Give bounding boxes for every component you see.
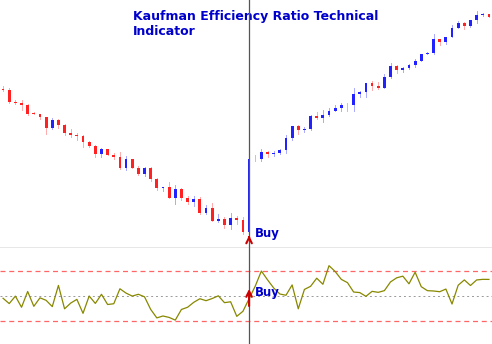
Bar bbox=[149, 168, 152, 179]
Bar bbox=[444, 37, 447, 42]
Bar bbox=[242, 220, 245, 232]
Bar bbox=[370, 84, 373, 86]
Bar bbox=[395, 66, 398, 70]
Bar bbox=[365, 84, 368, 92]
Bar bbox=[475, 15, 478, 20]
Bar bbox=[124, 159, 127, 168]
Bar bbox=[334, 108, 337, 111]
Bar bbox=[278, 150, 281, 153]
Bar bbox=[8, 90, 11, 102]
Bar bbox=[88, 142, 91, 146]
Bar bbox=[291, 126, 294, 138]
Bar bbox=[38, 114, 41, 117]
Bar bbox=[57, 120, 60, 125]
Bar bbox=[488, 14, 491, 17]
Bar bbox=[100, 150, 103, 154]
Bar bbox=[352, 94, 355, 105]
Bar bbox=[155, 179, 158, 188]
Bar bbox=[174, 189, 177, 198]
Text: Buy: Buy bbox=[255, 227, 280, 240]
Bar bbox=[94, 146, 97, 154]
Bar bbox=[1, 89, 4, 90]
Bar bbox=[82, 136, 85, 142]
Bar bbox=[426, 53, 429, 54]
Bar bbox=[45, 117, 48, 128]
Bar bbox=[420, 54, 423, 61]
Bar bbox=[389, 66, 392, 77]
Bar bbox=[192, 199, 195, 203]
Bar bbox=[401, 68, 404, 70]
Bar bbox=[168, 187, 171, 198]
Bar bbox=[26, 106, 29, 114]
Bar bbox=[63, 125, 66, 133]
Text: Kaufman Efficiency Ratio Technical
Indicator: Kaufman Efficiency Ratio Technical Indic… bbox=[133, 10, 378, 38]
Bar bbox=[463, 23, 466, 26]
Bar bbox=[161, 187, 164, 188]
Bar bbox=[180, 189, 183, 198]
Bar bbox=[143, 168, 146, 174]
Bar bbox=[223, 219, 226, 225]
Bar bbox=[414, 61, 417, 65]
Bar bbox=[272, 153, 275, 154]
Bar bbox=[247, 159, 250, 232]
Bar bbox=[432, 39, 435, 53]
Bar bbox=[69, 133, 72, 135]
Bar bbox=[211, 208, 214, 221]
Bar bbox=[469, 20, 472, 26]
Bar bbox=[457, 23, 460, 28]
Bar bbox=[75, 135, 78, 136]
Bar bbox=[106, 150, 109, 154]
Bar bbox=[112, 154, 115, 158]
Bar bbox=[340, 105, 343, 108]
Bar bbox=[309, 116, 312, 129]
Bar bbox=[358, 92, 361, 94]
Bar bbox=[321, 115, 324, 118]
Bar bbox=[217, 219, 220, 221]
Bar bbox=[438, 39, 441, 42]
Bar bbox=[284, 138, 287, 150]
Bar bbox=[51, 120, 54, 128]
Bar bbox=[377, 86, 380, 88]
Bar bbox=[303, 129, 306, 130]
Bar bbox=[186, 198, 189, 203]
Text: Buy: Buy bbox=[255, 286, 280, 299]
Bar bbox=[315, 116, 318, 118]
Bar bbox=[137, 168, 140, 174]
Bar bbox=[383, 77, 386, 88]
Bar bbox=[131, 159, 134, 168]
Bar bbox=[235, 218, 238, 220]
Bar bbox=[407, 65, 410, 68]
Bar bbox=[481, 14, 484, 15]
Bar bbox=[451, 28, 454, 37]
Bar bbox=[266, 152, 269, 154]
Bar bbox=[14, 102, 17, 104]
Bar bbox=[297, 126, 300, 130]
Bar bbox=[229, 218, 232, 225]
Bar bbox=[20, 104, 23, 106]
Bar bbox=[260, 152, 263, 159]
Bar bbox=[205, 208, 208, 213]
Bar bbox=[328, 111, 331, 115]
Bar bbox=[119, 158, 122, 168]
Bar bbox=[198, 199, 201, 213]
